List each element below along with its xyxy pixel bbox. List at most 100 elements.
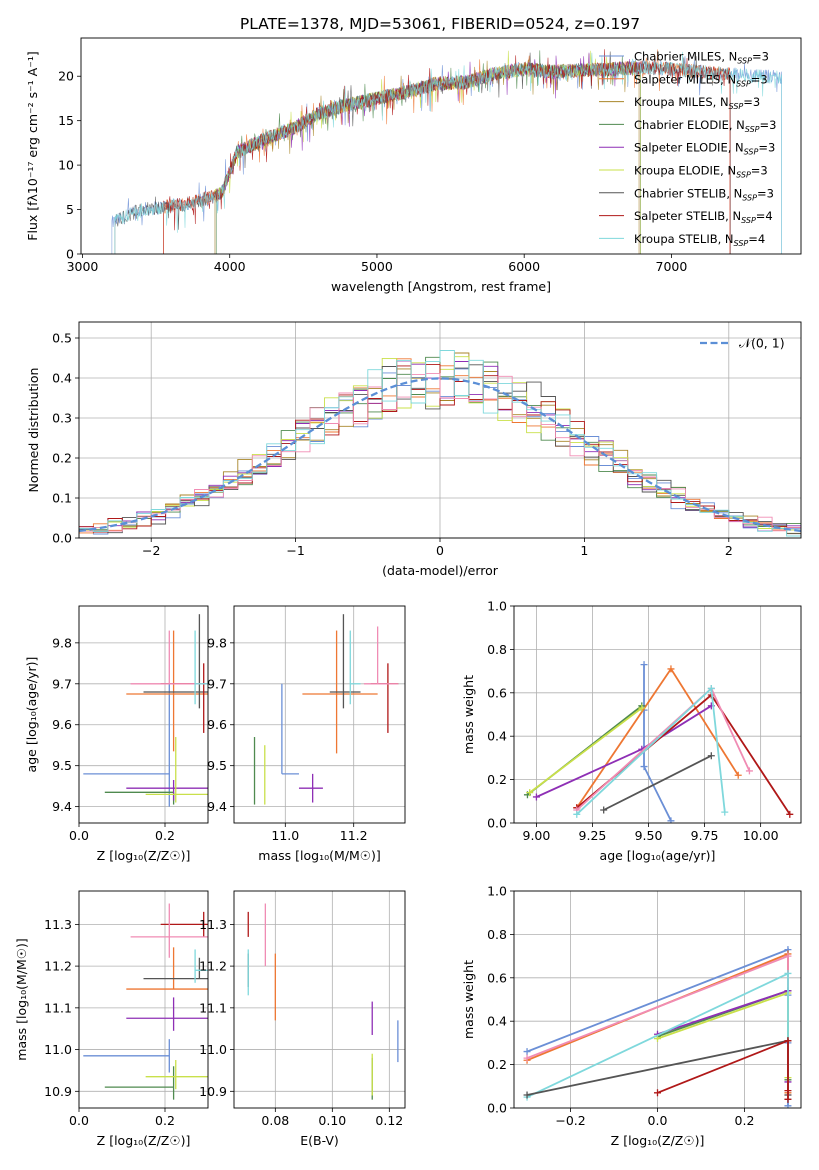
- legend-entry: Kroupa ELODIE, NSSP=3: [634, 164, 768, 180]
- weight-series-line: [657, 1039, 789, 1100]
- plot-area-mass_vs_Z: [83, 903, 208, 1100]
- y-tick-label: 0.1: [52, 491, 72, 506]
- axes-frame: [233, 605, 406, 824]
- panel-mass_weight_vs_age: 9.00 9.25 9.50 9.75 10.00 0.0 0.2 0.4 0.6 0.8 1.0 a…: [461, 599, 802, 863]
- y-tick-label: 11.3: [199, 917, 227, 932]
- weight-marker: [784, 1037, 792, 1045]
- weight-marker: [640, 763, 648, 771]
- legend-entry: Kroupa MILES, NSSP=3: [634, 95, 760, 111]
- weight-marker: [523, 1054, 531, 1062]
- y-tick-label: 5: [66, 202, 74, 217]
- y-axis-label: mass [log₁₀(M/M☉)]: [14, 938, 29, 1060]
- plot-area-mass_weight_vs_age: [523, 661, 794, 823]
- y-tick-label: 0.2: [52, 451, 72, 466]
- y-tick-label: 0.0: [487, 1101, 507, 1116]
- weight-marker: [523, 1048, 531, 1056]
- panel-age_vs_mass: 11.0 11.2 9.4 9.5 9.6 9.7 9.8 mass [log₁₀(M/M☉)…: [207, 605, 406, 863]
- y-tick-label: 0.4: [52, 371, 72, 386]
- panel-mass_weight_vs_Z: −0.2 0.0 0.2 0.0 0.2 0.4 0.6 0.8 1.0 Z [log₁₀(Z/Z…: [461, 884, 802, 1148]
- weight-series-line: [603, 754, 712, 811]
- y-tick-label: 0.0: [487, 816, 507, 831]
- x-tick-label: 9.25: [579, 828, 607, 843]
- legend-entry: Chabrier MILES, NSSP=3: [634, 50, 769, 66]
- x-tick-label: 9.75: [691, 828, 719, 843]
- legend-entry: Kroupa STELIB, NSSP=4: [634, 232, 765, 248]
- weight-marker: [734, 771, 742, 779]
- y-tick-label: 0.4: [487, 1014, 507, 1029]
- y-tick-label: 0.8: [487, 927, 507, 942]
- x-tick-label: 0.0: [69, 1113, 89, 1128]
- y-axis-label: age [log₁₀(age/yr)]: [24, 657, 39, 773]
- x-tick-label: 11.2: [340, 828, 368, 843]
- panel-mass_vs_ebv: 0.08 0.10 0.12 10.9 11.0 11.1 11.2 11.3 E(B-V): [199, 890, 406, 1148]
- x-axis-label: age [log₁₀(age/yr)]: [600, 848, 716, 863]
- y-tick-label: 10.9: [199, 1084, 227, 1099]
- legend-entry: Chabrier ELODIE, NSSP=3: [634, 118, 776, 134]
- y-tick-label: 0.2: [487, 772, 507, 787]
- x-tick-label: 9.50: [635, 828, 663, 843]
- plot-area-mass_weight_vs_Z: [523, 946, 792, 1108]
- x-tick-label: −0.2: [555, 1113, 585, 1128]
- x-tick-label: 0.10: [318, 1113, 346, 1128]
- weight-marker: [784, 1087, 792, 1095]
- plot-area-mass_vs_ebv: [247, 903, 399, 1100]
- y-tick-label: 1.0: [487, 599, 507, 614]
- y-tick-label: 15: [58, 113, 74, 128]
- weight-series-line: [576, 687, 751, 811]
- legend-entry: 𝒩(0, 1): [739, 336, 785, 351]
- y-tick-label: 10.9: [44, 1084, 72, 1099]
- y-tick-label: 11.0: [199, 1042, 227, 1057]
- weight-marker: [526, 789, 534, 797]
- y-tick-label: 9.8: [207, 635, 227, 650]
- panel-residual_hist: −2 −1 0 1 2 0.0 0.1 0.2 0.3 0.4 0.5 (data-model)/er…: [26, 321, 802, 578]
- x-tick-label: 3000: [67, 259, 99, 274]
- weight-marker: [784, 1095, 792, 1103]
- y-tick-label: 0.3: [52, 411, 72, 426]
- weight-marker: [667, 817, 675, 823]
- y-tick-label: 1.0: [487, 884, 507, 899]
- y-tick-label: 0.4: [487, 729, 507, 744]
- y-tick-label: 0.5: [52, 331, 72, 346]
- weight-marker: [784, 1102, 792, 1108]
- x-tick-label: 6000: [508, 259, 540, 274]
- weight-series-line: [576, 686, 726, 815]
- x-tick-label: 0.0: [648, 1113, 668, 1128]
- y-tick-label: 9.7: [52, 676, 72, 691]
- legend-entry: Salpeter ELODIE, NSSP=3: [634, 141, 775, 157]
- x-tick-label: 5000: [361, 259, 393, 274]
- x-tick-label: 0.08: [261, 1113, 289, 1128]
- y-tick-label: 9.7: [207, 676, 227, 691]
- weight-marker: [707, 684, 715, 692]
- weight-marker: [638, 704, 646, 712]
- y-tick-label: 9.4: [52, 799, 72, 814]
- y-tick-label: 9.6: [207, 717, 227, 732]
- y-tick-label: 0.0: [52, 531, 72, 546]
- x-tick-label: 0.12: [375, 1113, 403, 1128]
- plot-area-age_vs_mass: [253, 614, 399, 805]
- x-tick-label: 0.0: [69, 828, 89, 843]
- y-axis-label: Flux [fλ10⁻¹⁷ erg cm⁻² s⁻¹ A⁻¹]: [25, 51, 40, 240]
- x-tick-label: 11.0: [271, 828, 299, 843]
- y-tick-label: 11.3: [44, 917, 72, 932]
- y-tick-label: 11.0: [44, 1042, 72, 1057]
- weight-marker: [786, 810, 794, 818]
- weight-marker: [784, 952, 792, 960]
- spectrum-series-line: [114, 51, 782, 254]
- plot-area-spectrum: [111, 49, 782, 254]
- axes-frame: [78, 890, 209, 1109]
- weight-marker: [784, 969, 792, 977]
- panel-age_vs_Z: 0.0 0.2 9.4 9.5 9.6 9.7 9.8 Z [log₁₀(Z/Z☉)] age …: [24, 605, 209, 863]
- axes-frame: [78, 321, 802, 539]
- y-axis-label: mass weight: [461, 675, 476, 754]
- axes-frame: [80, 37, 802, 255]
- weight-marker: [667, 665, 675, 673]
- y-tick-label: 0.8: [487, 642, 507, 657]
- x-tick-label: 0.2: [155, 828, 175, 843]
- plot-area-residual_hist: [79, 350, 801, 537]
- panel-mass_vs_Z: 0.0 0.2 10.9 11.0 11.1 11.2 11.3 Z [log₁₀(Z/Z☉)…: [14, 890, 209, 1148]
- axes-frame: [233, 890, 406, 1109]
- axes-frame: [513, 890, 802, 1109]
- x-tick-label: 1: [580, 543, 588, 558]
- y-tick-label: 11.1: [44, 1000, 72, 1015]
